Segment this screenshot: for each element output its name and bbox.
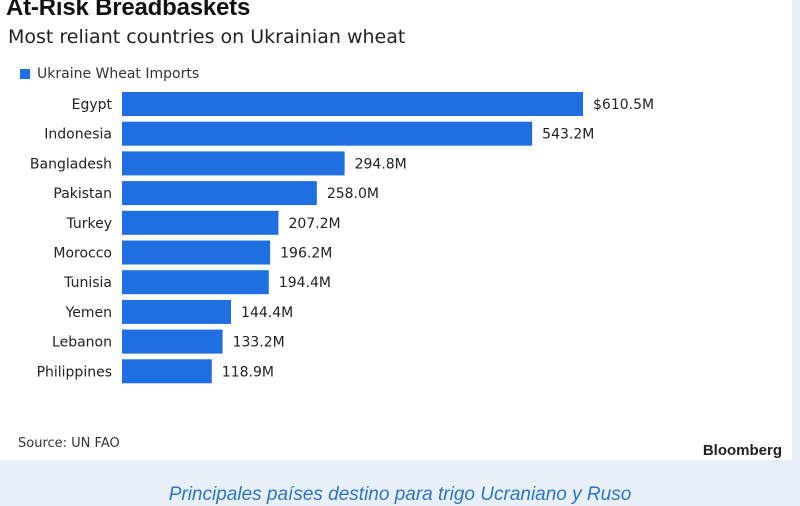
value-label: 133.2M	[233, 335, 285, 351]
bloomberg-logo: Bloomberg	[702, 442, 782, 459]
category-label: Philippines	[37, 364, 112, 380]
bar-chart: Egypt $610.5M Indonesia 543.2M Bangladesh 294…	[30, 92, 654, 384]
value-label: 144.4M	[241, 305, 293, 321]
category-label: Bangladesh	[30, 156, 112, 172]
category-label: Lebanon	[52, 335, 112, 351]
value-label: 258.0M	[327, 186, 379, 202]
legend: Ukraine Wheat Imports	[20, 66, 199, 82]
category-label: Tunisia	[63, 275, 112, 291]
category-label: Turkey	[65, 216, 112, 232]
bar	[122, 121, 533, 146]
bar	[122, 299, 232, 324]
value-label: 207.2M	[288, 216, 340, 232]
category-label: Yemen	[65, 305, 112, 321]
value-label: 194.4M	[279, 275, 331, 291]
bar	[122, 92, 583, 116]
chart-subtitle: Most reliant countries on Ukrainian whea…	[8, 26, 406, 48]
chart-card: At-Risk Breadbaskets Most reliant countr…	[0, 0, 792, 460]
source-note: Source: UN FAO	[18, 436, 120, 451]
bar	[122, 270, 269, 295]
category-label: Indonesia	[44, 127, 112, 143]
bar	[122, 359, 212, 384]
bar	[122, 240, 271, 265]
legend-label: Ukraine Wheat Imports	[37, 66, 200, 82]
legend-swatch	[20, 69, 30, 79]
bar	[122, 151, 345, 176]
category-label: Pakistan	[53, 186, 112, 202]
value-label: 196.2M	[280, 246, 332, 262]
value-label: 294.8M	[355, 156, 407, 172]
chart-title: At-Risk Breadbaskets	[6, 0, 251, 21]
category-label: Morocco	[53, 246, 112, 262]
bar	[122, 181, 317, 206]
figure-caption: Principales países destino para trigo Uc…	[168, 484, 632, 505]
category-label: Egypt	[72, 97, 113, 113]
bar	[122, 210, 279, 235]
value-label: 543.2M	[542, 127, 594, 143]
value-label: $610.5M	[593, 97, 654, 113]
bar	[122, 329, 223, 354]
value-label: 118.9M	[222, 364, 274, 380]
